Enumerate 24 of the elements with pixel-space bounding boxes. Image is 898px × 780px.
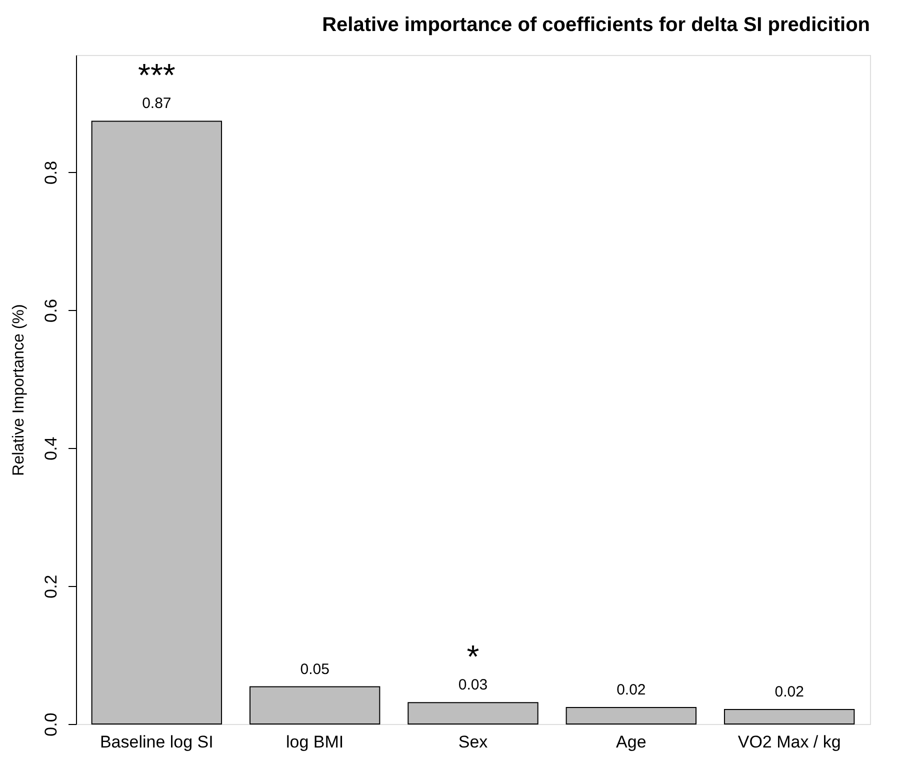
x-tick-label: Sex (458, 732, 488, 752)
y-tick-label: 0.4 (42, 436, 60, 460)
y-axis-title: Relative Importance (%) (10, 304, 28, 476)
y-tick-label: 0.6 (42, 298, 60, 323)
x-tick-label: Age (616, 732, 646, 752)
chart-title: Relative importance of coefficients for delta SI predicition (322, 14, 870, 36)
x-tick-label: Baseline log SI (100, 732, 214, 752)
y-tick-label: 0.8 (42, 160, 60, 185)
data-label: 0.87 (142, 95, 172, 112)
annotation: * (466, 638, 480, 675)
data-label: 0.02 (616, 681, 646, 698)
bar (249, 686, 380, 724)
data-label: 0.03 (458, 676, 488, 694)
bar (91, 120, 222, 724)
data-label: 0.02 (774, 684, 804, 701)
x-tick-label: log BMI (286, 732, 344, 752)
bar (724, 709, 855, 724)
bar (408, 702, 538, 724)
annotation: *** (138, 57, 176, 94)
data-label: 0.05 (300, 660, 330, 678)
y-tick-label: 0.2 (42, 574, 60, 598)
y-tick-label: 0.0 (42, 712, 60, 736)
x-tick-label: VO2 Max / kg (738, 732, 841, 752)
bar (566, 706, 697, 724)
